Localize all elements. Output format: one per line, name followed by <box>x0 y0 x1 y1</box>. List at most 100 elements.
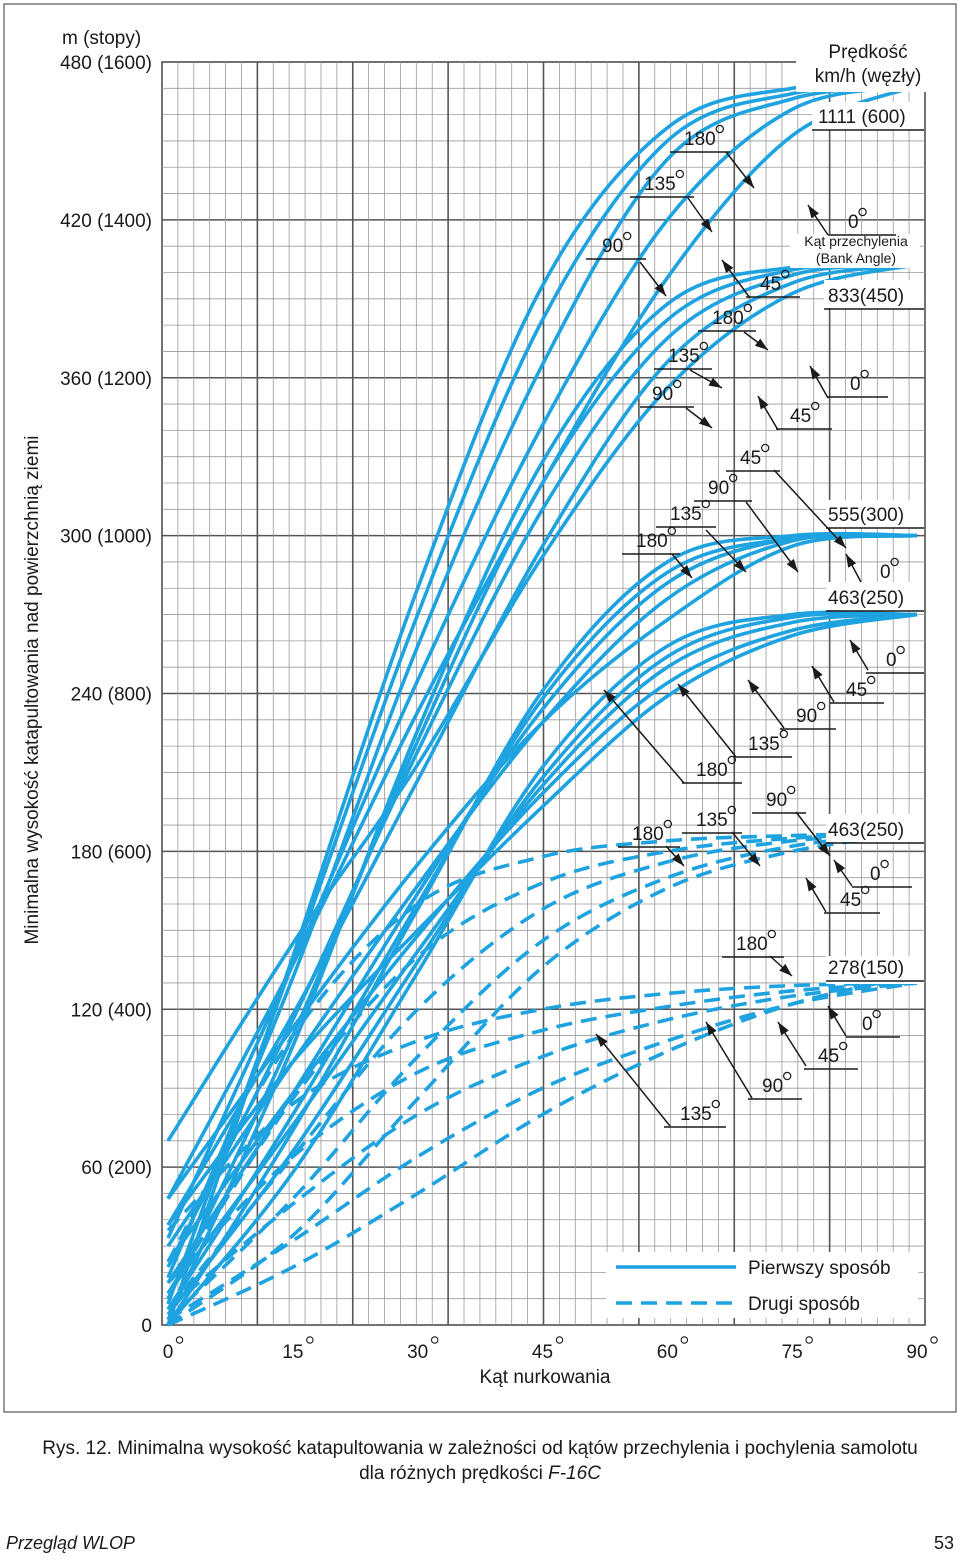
arrow-head <box>733 559 746 572</box>
degree-mark <box>761 443 770 453</box>
bank-angle-label: 45 <box>846 680 867 701</box>
y-axis-label: Minimalna wysokość katapultowania nad po… <box>22 435 43 944</box>
series-line <box>166 981 918 1285</box>
x-tick-labels: 0 15 30 45 60 75 90 <box>163 1336 938 1363</box>
degree-mark <box>699 341 709 351</box>
bank-angle-label: 135 <box>670 504 702 525</box>
bank-angle-label: 0 <box>848 212 859 233</box>
series-line <box>166 83 918 1279</box>
series-line <box>166 831 918 1311</box>
degree-mark <box>430 1336 439 1344</box>
bank-angle-title-line2: (Bank Angle) <box>816 250 896 266</box>
degree-mark <box>872 1009 881 1019</box>
arrow-head <box>722 260 734 274</box>
caption-text-2: dla różnych prędkości <box>359 1463 549 1484</box>
leader-line <box>705 1021 753 1099</box>
label-bg <box>826 814 924 842</box>
label-bg <box>790 234 920 268</box>
bank-angle-label: 90 <box>796 706 817 727</box>
speed-label: 555(300) <box>828 505 904 526</box>
arrow-head <box>748 680 760 694</box>
label-bg <box>826 956 924 984</box>
arrow-head <box>700 218 712 232</box>
journal-name: Przegląd WLOP <box>6 1533 136 1553</box>
arrow-head <box>758 396 769 410</box>
arrow-head <box>596 1034 608 1047</box>
degree-mark <box>779 729 789 739</box>
degree-mark <box>667 526 677 536</box>
y-tick-label: 120 (400) <box>71 1000 152 1021</box>
leader-line <box>595 1033 671 1127</box>
bank-angle-label: 180 <box>684 129 716 150</box>
arrow-head <box>834 860 846 874</box>
speed-label: 1111 (600) <box>818 107 906 128</box>
series-line <box>166 612 918 1227</box>
y-tick-labels: 0 60 (200) 120 (400) 180 (600) 240 (800) 300 … <box>60 53 152 1337</box>
y-tick-label: 300 (1000) <box>60 527 152 548</box>
speed-label: 463(250) <box>828 820 904 841</box>
bank-angle-label: 45 <box>840 890 861 911</box>
arrow-head <box>786 558 798 572</box>
caption-aircraft: F-16C <box>548 1463 601 1484</box>
legend-label: Drugi sposób <box>748 1294 860 1315</box>
degree-mark <box>711 1099 721 1109</box>
series-line <box>166 531 918 1326</box>
arrow-head <box>708 377 722 388</box>
legend-title-bg <box>796 36 934 92</box>
degree-mark <box>781 269 790 279</box>
arrow-head <box>833 535 846 548</box>
degree-mark <box>783 1071 792 1081</box>
arrow-head <box>808 205 819 219</box>
figure-caption-line2: dla różnych prędkości F-16C <box>0 1462 960 1485</box>
series-line <box>166 981 918 1311</box>
degree-mark <box>729 473 738 483</box>
arrow-head <box>806 878 817 892</box>
bank-angle-label: 135 <box>696 810 728 831</box>
bank-angle-label: 90 <box>762 1076 783 1097</box>
degree-mark <box>623 231 632 241</box>
bank-angle-label: 90 <box>766 790 787 811</box>
label-bg <box>812 102 924 130</box>
series-line <box>166 532 918 1311</box>
y-tick-label: 240 (800) <box>71 685 152 706</box>
degree-mark <box>663 819 673 829</box>
degree-mark <box>675 169 685 179</box>
degree-mark <box>839 1041 848 1051</box>
legend-title-line2: km/h (węzły) <box>815 66 922 87</box>
series-lines <box>166 82 918 1327</box>
bank-angle-label: 90 <box>652 384 673 405</box>
x-tick-label: 90 <box>906 1342 927 1363</box>
bank-angle-label: 180 <box>736 934 768 955</box>
bank-angle-label: 0 <box>880 562 891 583</box>
bank-angle-label: 180 <box>696 760 728 781</box>
series-line <box>166 612 918 1263</box>
degree-mark <box>811 401 820 411</box>
arrow-head <box>810 366 821 380</box>
x-tick-label: 60 <box>657 1342 678 1363</box>
caption-text: Minimalna wysokość katapultowania w zale… <box>117 1438 918 1459</box>
degree-mark <box>555 1336 564 1344</box>
x-tick-label: 75 <box>782 1342 803 1363</box>
x-tick-label: 0 <box>163 1342 174 1363</box>
arrow-head <box>742 174 754 188</box>
page-number: 53 <box>933 1533 954 1553</box>
degree-mark <box>890 557 899 567</box>
degree-mark <box>896 645 905 655</box>
degree-mark <box>306 1336 314 1344</box>
label-bg <box>826 500 924 528</box>
degree-mark <box>175 1336 184 1344</box>
caption-prefix: Rys. 12. <box>42 1438 118 1459</box>
y-tick-label: 180 (600) <box>71 842 152 863</box>
arrow-head <box>748 853 760 866</box>
arrow-head <box>678 684 690 697</box>
degree-mark <box>860 369 869 379</box>
y-tick-label: 0 <box>141 1316 152 1337</box>
degree-mark <box>673 379 682 389</box>
bank-angle-label: 180 <box>636 531 668 552</box>
legend-bg <box>606 1252 918 1318</box>
label-bg <box>824 280 924 308</box>
x-tick-label: 45 <box>532 1342 553 1363</box>
figure-caption-line1: Rys. 12. Minimalna wysokość katapultowan… <box>0 1437 960 1460</box>
speed-label: 463(250) <box>828 588 904 609</box>
leader-line <box>745 501 799 573</box>
